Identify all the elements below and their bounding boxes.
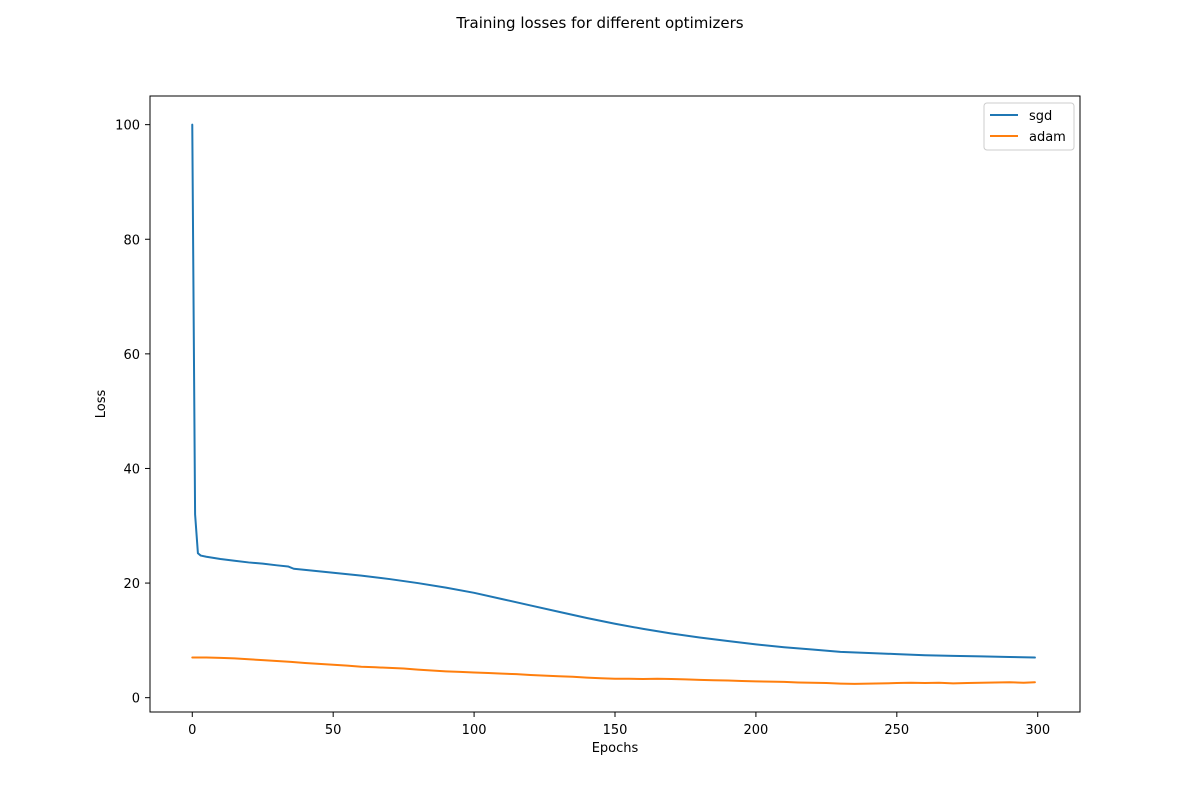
- legend: sgd adam: [983, 102, 1075, 151]
- plot-area: [149, 95, 1081, 713]
- legend-label-adam: adam: [1029, 130, 1066, 145]
- y-tick-label-40: 40: [123, 462, 140, 477]
- x-tick-label-0: 0: [188, 723, 196, 738]
- y-tick-label-20: 20: [123, 577, 140, 592]
- y-axis-ticks: 0 20 40 60 80 100: [115, 119, 150, 707]
- chart-title: Training losses for different optimizers: [455, 14, 743, 32]
- y-tick-label-100: 100: [115, 119, 140, 134]
- x-axis-label: Epochs: [592, 741, 639, 756]
- y-tick-label-0: 0: [132, 692, 140, 707]
- series-layer: [191, 123, 1036, 685]
- x-tick-label-250: 250: [884, 723, 909, 738]
- x-tick-label-50: 50: [325, 723, 342, 738]
- x-tick-label-200: 200: [743, 723, 768, 738]
- legend-label-sgd: sgd: [1029, 109, 1052, 124]
- series-line-adam: [191, 656, 1036, 685]
- x-tick-label-300: 300: [1025, 723, 1050, 738]
- series-line-sgd: [191, 123, 1036, 659]
- x-axis-ticks: 0 50 100 150 200 250 300: [188, 712, 1050, 738]
- y-axis-label: Loss: [94, 390, 109, 419]
- x-tick-label-150: 150: [603, 723, 628, 738]
- y-tick-label-80: 80: [123, 233, 140, 248]
- y-tick-label-60: 60: [123, 348, 140, 363]
- x-tick-label-100: 100: [462, 723, 487, 738]
